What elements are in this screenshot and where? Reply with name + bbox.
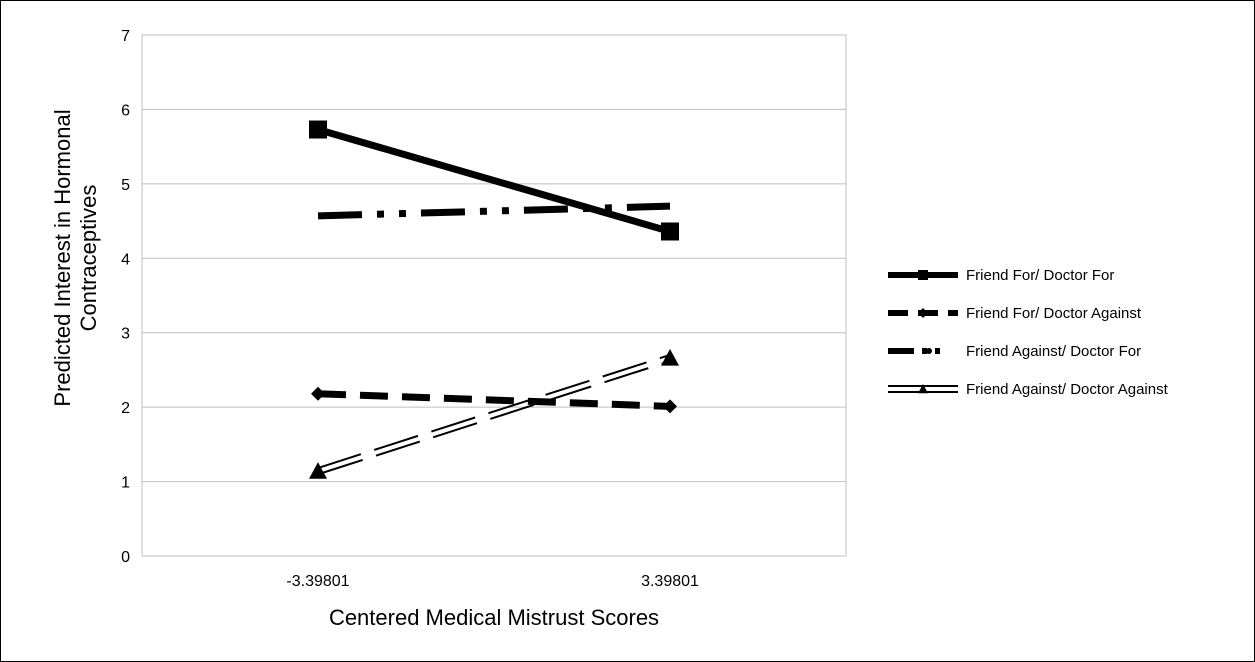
y-axis-title: Predicted Interest in Hormonal Contracep… bbox=[50, 109, 101, 406]
legend-label: Friend Against/ Doctor Against bbox=[966, 381, 1169, 398]
series-line-rail bbox=[318, 359, 672, 475]
legend-item: Friend For/ Doctor Against bbox=[888, 305, 1142, 322]
x-tick-label: -3.39801 bbox=[286, 573, 349, 590]
data-point bbox=[309, 462, 327, 479]
y-tick-label: 7 bbox=[121, 28, 130, 45]
legend-marker bbox=[918, 270, 928, 280]
series-1 bbox=[309, 120, 679, 241]
series-line bbox=[317, 390, 671, 410]
y-tick-label: 3 bbox=[121, 326, 130, 343]
series-line-rail bbox=[316, 354, 670, 470]
legend-item: Friend Against/ Doctor Against bbox=[888, 381, 1169, 398]
legend-marker bbox=[918, 308, 928, 318]
legend: Friend For/ Doctor For Friend For/ Doctor… bbox=[888, 267, 1169, 398]
data-point bbox=[663, 399, 677, 414]
y-tick-label: 4 bbox=[121, 251, 130, 268]
series-line bbox=[317, 126, 671, 235]
series-4 bbox=[309, 349, 679, 479]
data-point bbox=[661, 349, 679, 366]
series-2 bbox=[311, 386, 677, 414]
legend-label: Friend For/ Doctor For bbox=[966, 267, 1114, 284]
legend-marker bbox=[918, 384, 928, 394]
y-axis-ticks: 0 1 2 3 4 5 6 7 bbox=[121, 28, 130, 566]
legend-marker bbox=[926, 348, 932, 354]
x-tick-label: 3.39801 bbox=[641, 573, 699, 590]
plot-area bbox=[141, 34, 847, 557]
legend-label: Friend For/ Doctor Against bbox=[966, 305, 1142, 322]
legend-item: Friend For/ Doctor For bbox=[888, 267, 1114, 284]
y-tick-label: 5 bbox=[121, 177, 130, 194]
legend-item: Friend Against/ Doctor For bbox=[888, 343, 1141, 360]
plot-border bbox=[141, 34, 847, 557]
x-axis-title: Centered Medical Mistrust Scores bbox=[329, 605, 659, 630]
y-axis-title-line-1: Predicted Interest in Hormonal bbox=[50, 109, 75, 406]
data-point bbox=[661, 222, 679, 241]
series-3 bbox=[317, 202, 671, 220]
series-layer bbox=[309, 120, 679, 479]
y-tick-label: 6 bbox=[121, 102, 130, 119]
legend-label: Friend Against/ Doctor For bbox=[966, 343, 1141, 360]
series-line bbox=[317, 202, 671, 220]
data-point bbox=[309, 120, 327, 139]
y-axis-title-line-2: Contraceptives bbox=[76, 185, 101, 332]
x-axis-ticks: -3.39801 3.39801 bbox=[286, 573, 699, 590]
y-tick-label: 1 bbox=[121, 475, 130, 492]
y-tick-label: 0 bbox=[121, 549, 130, 566]
y-tick-label: 2 bbox=[121, 400, 130, 417]
data-point bbox=[311, 386, 325, 401]
